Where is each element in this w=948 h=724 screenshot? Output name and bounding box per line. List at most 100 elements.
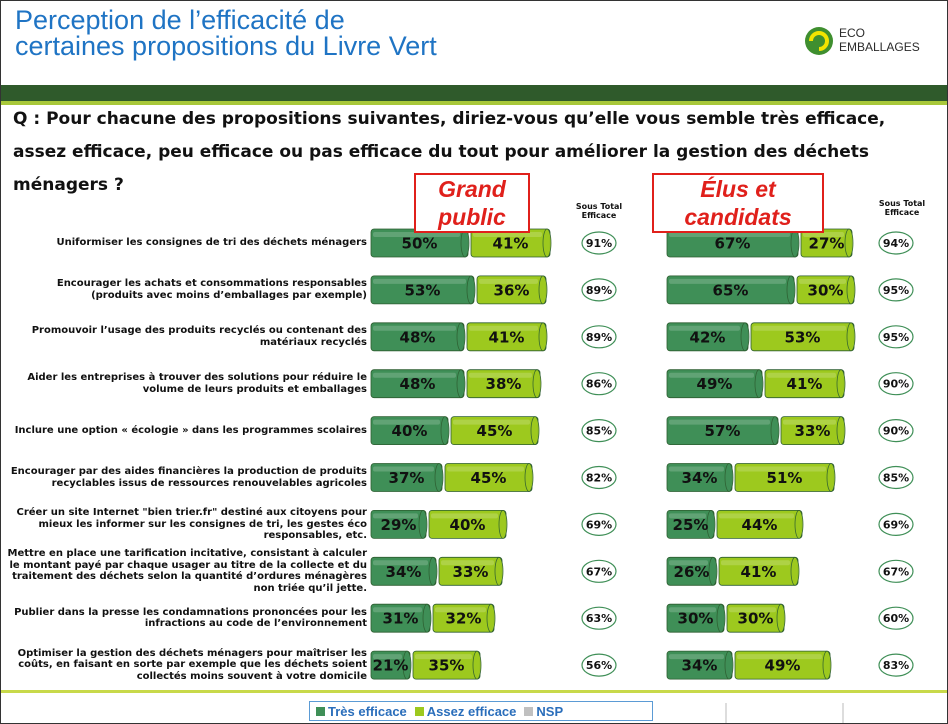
title-line: certaines propositions du Livre Vert (15, 31, 437, 61)
legend: Très efficace Assez efficace NSP (309, 701, 653, 721)
bar-cap (538, 275, 548, 305)
row-label-text: Créer un site Internet "bien trier.fr" d… (16, 507, 368, 542)
bar-cap (532, 369, 542, 399)
subtotal-ellipse (581, 372, 617, 396)
bar-value-label: 30% (808, 281, 844, 299)
subtotal-header: Sous Total Efficace (575, 202, 623, 220)
footer-line (1, 690, 947, 693)
bar-highlight (373, 654, 402, 660)
row-label-text: Inclure une option « écologie » dans les… (14, 424, 367, 436)
bar-value-label: 30% (738, 610, 774, 628)
bar-value-label: 48% (400, 328, 436, 346)
row-label-text: Promouvoir l’usage des produits recyclés… (31, 325, 367, 348)
bar-value-label: 37% (389, 469, 425, 487)
bar-cap (402, 650, 412, 680)
subtotal-ellipse (581, 278, 617, 302)
legend-item: NSP (524, 704, 563, 719)
row-label-text: Optimiser la gestion des déchets ménager… (17, 647, 367, 682)
bar-cap (846, 275, 856, 305)
legend-swatch (414, 706, 424, 716)
subtotal-label: 82% (586, 472, 612, 485)
bar-highlight (441, 560, 494, 566)
subtotal-ellipse (581, 419, 617, 443)
bar-cap (790, 556, 800, 586)
legend-text: Très efficace (328, 703, 407, 719)
header-band (1, 85, 947, 101)
bar-highlight (783, 419, 836, 425)
bar-cap (706, 510, 716, 539)
subtotal-label: 83% (883, 659, 909, 672)
bar-value-label: 34% (386, 563, 422, 581)
subtotal-label: 69% (883, 518, 909, 531)
bar-value-label: 32% (446, 610, 482, 628)
bar-highlight (373, 607, 422, 613)
bar-cap (776, 603, 786, 633)
subtotal-label: 91% (586, 237, 612, 250)
subtotal-header: Sous Total Efficace (878, 199, 926, 217)
bar-cap (530, 416, 540, 446)
bar-cap (844, 228, 854, 258)
bar-cap (466, 275, 476, 305)
bar-cap (494, 556, 504, 586)
bar-value-label: 49% (697, 375, 733, 393)
bar-value-label: 33% (453, 563, 489, 581)
bar-cap (486, 603, 496, 633)
bar-cap (826, 463, 836, 492)
bar-highlight (669, 232, 790, 237)
row-label-text: Encourager les achats et consommations r… (56, 278, 367, 301)
subtotal-ellipse (878, 419, 914, 443)
bar-cap (428, 556, 438, 586)
subtotal-ellipse (878, 559, 914, 583)
bar-highlight (721, 560, 790, 566)
bar-highlight (803, 232, 844, 237)
bar-highlight (435, 607, 486, 613)
legend-swatch (316, 706, 325, 716)
bar-highlight (669, 513, 706, 519)
bar-highlight (669, 654, 724, 660)
bar-value-label: 21% (373, 657, 409, 675)
bar-highlight (737, 466, 826, 472)
subtotal-label: 89% (586, 331, 612, 344)
subtotal-label: 90% (883, 425, 909, 438)
subtotal-label: 67% (586, 565, 612, 578)
subtotal-ellipse (878, 325, 914, 349)
subtotal-ellipse (581, 606, 617, 630)
bar-highlight (373, 325, 456, 331)
bar-highlight (737, 654, 822, 660)
bar-value-label: 53% (405, 281, 441, 299)
bar-cap (440, 416, 450, 446)
bar-cap (724, 463, 734, 492)
bar-cap (846, 322, 856, 352)
subtotal-ellipse (581, 559, 617, 583)
bar-highlight (453, 419, 530, 425)
bar-cap (794, 510, 804, 539)
bar-value-label: 44% (742, 516, 778, 534)
bar-cap (740, 322, 750, 352)
bar-highlight (669, 278, 786, 284)
subtotal-ellipse (581, 512, 617, 537)
bar-value-label: 33% (795, 422, 831, 440)
subtotal-ellipse (878, 512, 914, 537)
subtotal-label: 89% (586, 284, 612, 297)
subtotal-label: 95% (883, 331, 909, 344)
bar-value-label: 38% (486, 375, 522, 393)
bar-highlight (415, 654, 472, 660)
bar-highlight (373, 372, 456, 378)
bar-highlight (373, 278, 466, 284)
bar-value-label: 42% (690, 328, 726, 346)
bar-highlight (799, 278, 846, 284)
bar-cap (456, 369, 466, 399)
bar-value-label: 41% (787, 375, 823, 393)
logo-text: EMBALLAGES (839, 40, 920, 54)
subtotal-label: 60% (883, 612, 909, 625)
bar-cap (786, 275, 796, 305)
bar-highlight (473, 232, 542, 237)
subtotal-ellipse (581, 231, 617, 255)
bar-highlight (669, 607, 716, 613)
bar-value-label: 31% (383, 610, 419, 628)
subtotal-label: 85% (586, 425, 612, 438)
bar-highlight (431, 513, 498, 519)
bar-value-label: 49% (765, 657, 801, 675)
bar-value-label: 40% (392, 422, 428, 440)
